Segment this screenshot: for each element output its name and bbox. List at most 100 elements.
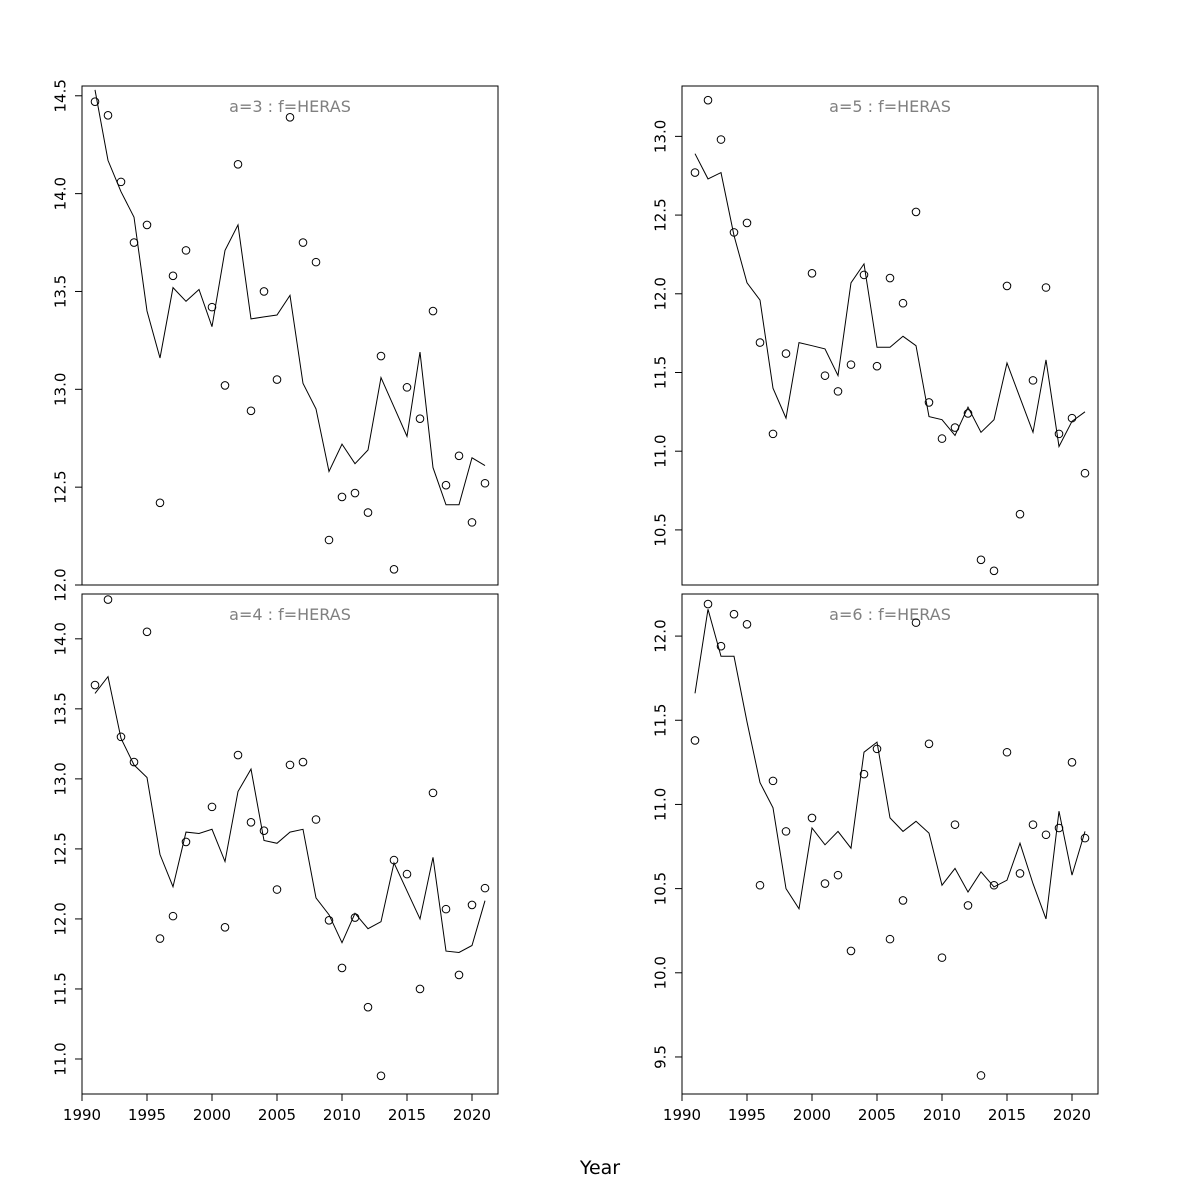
data-point (129, 238, 139, 247)
x-tick-label: 1990 (663, 1106, 701, 1124)
fitted-line (694, 153, 1086, 449)
data-point (729, 228, 739, 237)
data-point (781, 827, 791, 836)
data-point (1067, 758, 1077, 767)
data-point (233, 159, 243, 169)
data-point (337, 963, 347, 973)
data-point (859, 769, 869, 779)
y-tick-label: 10.5 (652, 513, 670, 546)
data-point (820, 371, 830, 380)
y-tick-label: 11.0 (52, 1042, 70, 1075)
y-tick-label: 10.0 (652, 956, 670, 989)
data-point (885, 273, 895, 283)
x-tick-label: 2000 (793, 1106, 831, 1124)
x-axis: 1990 1995 2000 2005 2010 2015 2020 (63, 1094, 491, 1124)
data-point (116, 732, 126, 742)
data-point (924, 398, 934, 407)
data-point (1041, 283, 1051, 292)
x-tick-label: 1990 (63, 1106, 101, 1124)
panel-2: a=5 : f=HERAS 10.5 11.0 11.5 12.0 12.5 13.0 (652, 85, 1099, 586)
data-point (181, 837, 191, 847)
data-point (1015, 869, 1025, 878)
data-point (207, 302, 217, 312)
data-point (103, 595, 113, 604)
y-tick-label: 11.0 (652, 434, 670, 467)
x-axis: 1990 1995 2000 2005 2010 2015 2020 (663, 1094, 1091, 1124)
data-point (324, 916, 334, 925)
data-point (755, 338, 765, 347)
data-point (103, 111, 113, 120)
data-point (768, 776, 778, 786)
data-point (1002, 281, 1012, 291)
panel-frame (681, 85, 1099, 586)
data-point (129, 757, 139, 767)
y-tick-label: 9.5 (652, 1045, 670, 1069)
data-point (846, 946, 856, 956)
data-point (781, 349, 791, 358)
panel-1: a=3 : f=HERAS 12.0 12.5 13.0 13.5 14.0 14.5 (52, 79, 499, 602)
data-point (142, 627, 152, 637)
x-tick-label: 2015 (988, 1106, 1026, 1124)
data-point (402, 383, 412, 392)
y-tick-label: 13.0 (52, 762, 70, 795)
data-point (155, 934, 165, 943)
data-point (324, 535, 334, 545)
x-tick-label: 2015 (388, 1106, 426, 1124)
data-point (428, 306, 438, 316)
data-point (976, 1071, 986, 1080)
panel-frame (81, 593, 499, 1095)
panel-4: a=6 : f=HERAS 9.5 10.0 10.5 11.0 11.5 12.0 1990… (652, 593, 1099, 1124)
data-point (950, 820, 960, 829)
data-point (872, 361, 882, 371)
data-point (1080, 468, 1090, 478)
y-tick-label: 12.0 (652, 619, 670, 652)
panel-frame (681, 593, 1099, 1095)
data-point (233, 750, 243, 760)
data-point (298, 757, 308, 767)
data-point (807, 269, 817, 278)
x-tick-label: 1995 (128, 1106, 166, 1124)
data-point (846, 360, 856, 369)
data-point (807, 813, 817, 823)
data-point (246, 406, 256, 416)
data-point (389, 855, 399, 865)
data-point (755, 880, 765, 890)
data-point (1054, 429, 1064, 439)
data-point (90, 680, 100, 690)
data-point (402, 869, 412, 879)
data-point (989, 566, 999, 576)
data-point (363, 1002, 373, 1012)
y-tick-label: 12.5 (652, 198, 670, 231)
x-tick-label: 2020 (453, 1106, 491, 1124)
data-point (350, 488, 360, 498)
data-point (768, 429, 778, 439)
y-axis: 11.0 11.5 12.0 12.5 13.0 13.5 14.0 (52, 622, 82, 1076)
data-point (441, 480, 451, 490)
data-point (246, 817, 256, 827)
data-point (90, 97, 100, 106)
data-point (833, 387, 843, 396)
data-point (729, 609, 739, 619)
fitted-line (694, 609, 1086, 920)
x-tick-label: 2005 (858, 1106, 896, 1124)
y-tick-label: 13.5 (52, 692, 70, 725)
data-point (833, 870, 843, 880)
y-tick-label: 12.5 (52, 470, 70, 503)
data-point (155, 498, 165, 508)
data-point (441, 904, 451, 914)
data-point (1041, 830, 1051, 840)
x-tick-label: 2000 (193, 1106, 231, 1124)
data-point (454, 970, 464, 980)
y-tick-label: 10.5 (652, 872, 670, 905)
data-point (1054, 823, 1064, 833)
data-point (350, 913, 360, 922)
data-point (363, 508, 373, 517)
data-point (690, 168, 700, 177)
data-point (1028, 376, 1038, 385)
data-point (742, 218, 752, 228)
data-point (220, 381, 230, 390)
y-tick-label: 11.5 (52, 972, 70, 1005)
data-point (428, 788, 438, 798)
data-point (259, 287, 269, 296)
